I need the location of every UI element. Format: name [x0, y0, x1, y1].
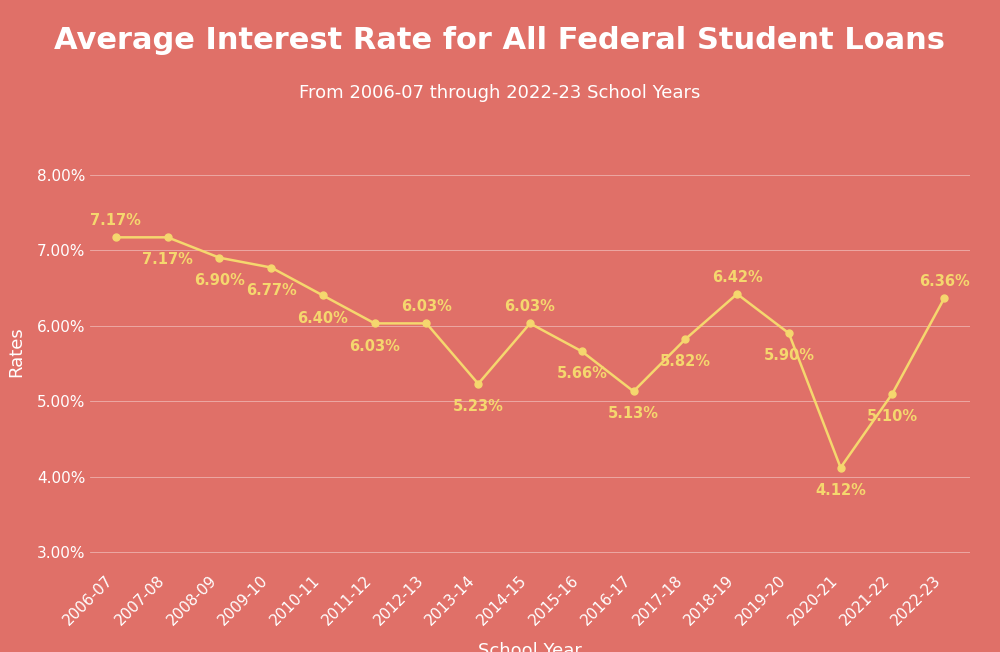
- X-axis label: School Year: School Year: [478, 642, 582, 652]
- Text: 6.03%: 6.03%: [349, 338, 400, 353]
- Text: 7.17%: 7.17%: [142, 252, 193, 267]
- Y-axis label: Rates: Rates: [8, 327, 26, 378]
- Text: 6.03%: 6.03%: [401, 299, 452, 314]
- Text: 5.23%: 5.23%: [453, 399, 504, 414]
- Text: 5.13%: 5.13%: [608, 406, 659, 421]
- Text: 6.90%: 6.90%: [194, 273, 245, 288]
- Text: 6.77%: 6.77%: [246, 283, 297, 298]
- Text: 4.12%: 4.12%: [815, 482, 866, 497]
- Text: 5.66%: 5.66%: [556, 366, 607, 381]
- Text: 7.17%: 7.17%: [90, 213, 141, 228]
- Text: 6.36%: 6.36%: [919, 274, 969, 289]
- Text: 5.10%: 5.10%: [867, 409, 918, 424]
- Text: 6.42%: 6.42%: [712, 270, 762, 285]
- Text: 5.90%: 5.90%: [763, 348, 814, 363]
- Text: Average Interest Rate for All Federal Student Loans: Average Interest Rate for All Federal St…: [54, 26, 946, 55]
- Text: 5.82%: 5.82%: [660, 355, 711, 370]
- Text: From 2006-07 through 2022-23 School Years: From 2006-07 through 2022-23 School Year…: [299, 84, 701, 102]
- Text: 6.03%: 6.03%: [505, 299, 555, 314]
- Text: 6.40%: 6.40%: [298, 310, 348, 325]
